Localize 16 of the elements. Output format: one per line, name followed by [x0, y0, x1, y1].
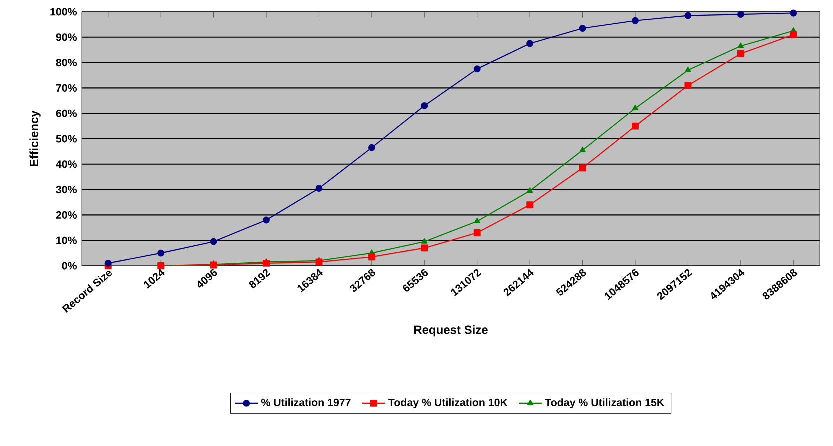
y-tick-label: 40% — [56, 160, 78, 168]
legend-label: % Utilization 1977 — [261, 398, 351, 406]
legend-label: Today % Utilization 15K — [545, 398, 665, 409]
y-tick-label: 10% — [56, 236, 78, 244]
y-tick-label: 80% — [56, 59, 78, 67]
y-tick-label: 60% — [56, 110, 78, 118]
y-tick-label: 0% — [62, 262, 78, 270]
y-axis-title: Efficiency — [30, 110, 41, 167]
y-tick-label: 70% — [56, 84, 78, 92]
y-tick-label: 100% — [50, 8, 78, 16]
x-axis-title: Request Size — [414, 325, 488, 337]
legend-label: Today % Utilization 10K — [388, 398, 508, 409]
y-tick-label: 20% — [56, 211, 78, 219]
y-tick-label: 30% — [56, 186, 78, 194]
y-tick-label: 50% — [56, 135, 78, 143]
y-tick-label: 90% — [56, 34, 78, 42]
